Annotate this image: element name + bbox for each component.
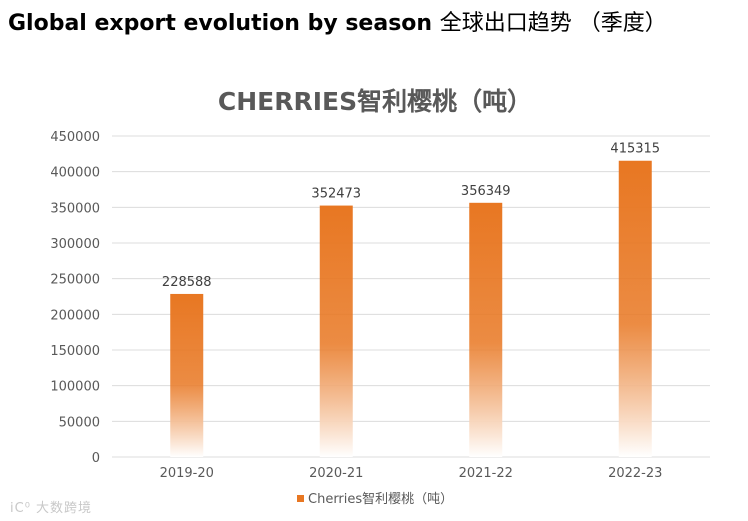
- x-tick-label: 2021-22: [459, 466, 513, 481]
- x-axis-ticks: 2019-20 2020-21 2021-22 2022-23: [160, 466, 663, 481]
- legend: Cherries智利樱桃（吨）: [297, 491, 453, 507]
- y-tick-label: 300000: [50, 237, 100, 252]
- bars: [170, 160, 652, 457]
- data-label: 415315: [610, 142, 660, 157]
- y-tick-label: 100000: [50, 380, 100, 395]
- grid-lines: [112, 135, 710, 458]
- legend-label: Cherries智利樱桃（吨）: [308, 491, 453, 507]
- page-heading: Global export evolution by season 全球出口趋势…: [8, 6, 667, 42]
- y-tick-label: 50000: [59, 415, 100, 430]
- watermark: iC⁰ 大数跨境: [10, 501, 93, 516]
- y-tick-label: 450000: [50, 130, 100, 145]
- bar: [319, 205, 353, 457]
- bar: [618, 160, 652, 457]
- data-labels: 228588 352473 356349 415315: [162, 142, 660, 290]
- data-label: 352473: [311, 187, 361, 202]
- y-tick-label: 200000: [50, 308, 100, 323]
- y-tick-label: 250000: [50, 273, 100, 288]
- page-heading-en: Global export evolution by season: [8, 11, 433, 36]
- legend-swatch: [297, 495, 304, 502]
- bar: [170, 293, 204, 457]
- data-label: 228588: [162, 275, 212, 290]
- page-heading-cn: 全球出口趋势 （季度）: [439, 11, 667, 36]
- x-tick-label: 2020-21: [309, 466, 363, 481]
- y-tick-label: 0: [92, 451, 100, 466]
- chart-title: CHERRIES智利樱桃（吨）: [218, 87, 532, 116]
- y-axis-ticks: 0 50000 100000 150000 200000 250000 300000 3500…: [50, 130, 100, 466]
- y-tick-label: 400000: [50, 166, 100, 181]
- y-tick-label: 150000: [50, 344, 100, 359]
- bar: [469, 202, 503, 457]
- x-tick-label: 2019-20: [160, 466, 214, 481]
- x-tick-label: 2022-23: [608, 466, 662, 481]
- data-label: 356349: [461, 184, 511, 199]
- y-tick-label: 350000: [50, 201, 100, 216]
